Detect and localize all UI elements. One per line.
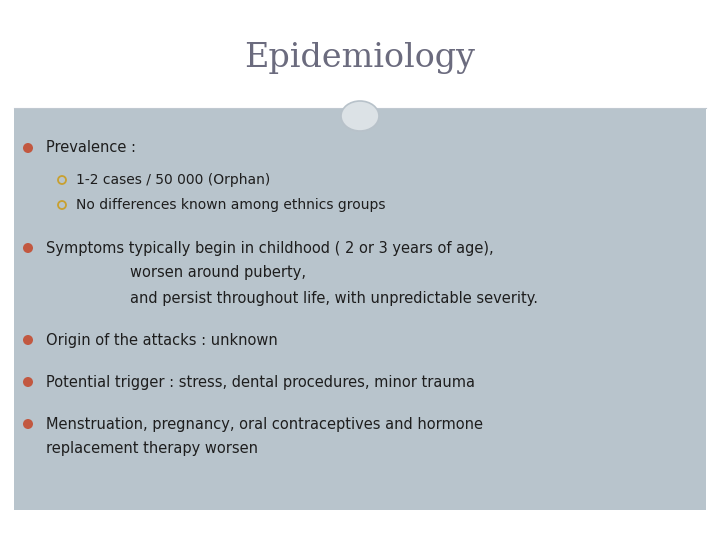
Text: worsen around puberty,: worsen around puberty,	[130, 266, 306, 280]
Text: 1-2 cases / 50 000 (Orphan): 1-2 cases / 50 000 (Orphan)	[76, 173, 270, 187]
Ellipse shape	[341, 101, 379, 131]
Text: Potential trigger : stress, dental procedures, minor trauma: Potential trigger : stress, dental proce…	[46, 375, 475, 389]
Text: replacement therapy worsen: replacement therapy worsen	[46, 442, 258, 456]
Circle shape	[23, 419, 33, 429]
Text: Epidemiology: Epidemiology	[245, 42, 475, 74]
FancyBboxPatch shape	[0, 510, 720, 540]
Circle shape	[23, 143, 33, 153]
FancyBboxPatch shape	[14, 108, 706, 510]
Text: Prevalence :: Prevalence :	[46, 140, 136, 156]
Text: Origin of the attacks : unknown: Origin of the attacks : unknown	[46, 333, 278, 348]
Circle shape	[23, 243, 33, 253]
Text: and persist throughout life, with unpredictable severity.: and persist throughout life, with unpred…	[130, 291, 538, 306]
Text: Symptoms typically begin in childhood ( 2 or 3 years of age),: Symptoms typically begin in childhood ( …	[46, 240, 494, 255]
Text: No differences known among ethnics groups: No differences known among ethnics group…	[76, 198, 385, 212]
FancyBboxPatch shape	[0, 0, 720, 108]
Circle shape	[23, 335, 33, 345]
Text: Menstruation, pregnancy, oral contraceptives and hormone: Menstruation, pregnancy, oral contracept…	[46, 416, 483, 431]
Circle shape	[23, 377, 33, 387]
